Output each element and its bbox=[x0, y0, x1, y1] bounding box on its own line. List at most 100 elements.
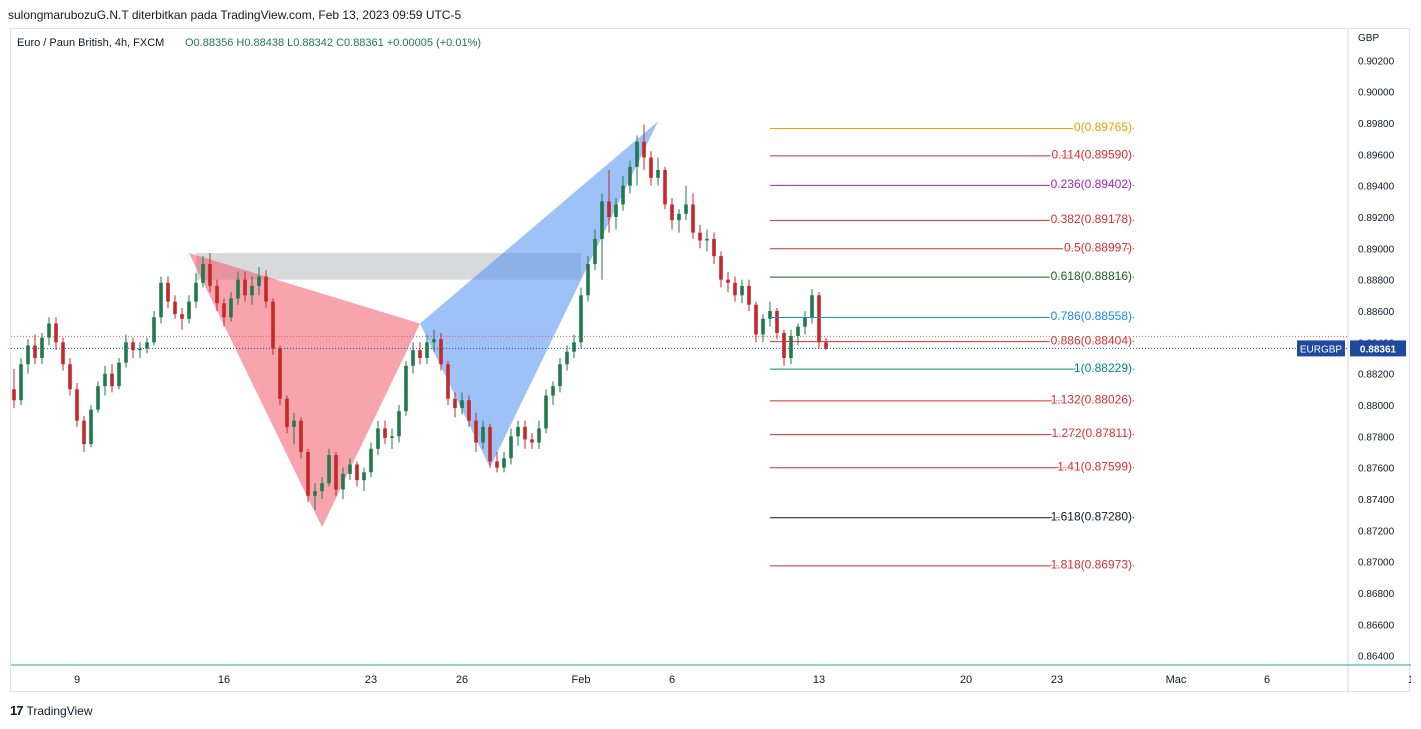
candle-body bbox=[754, 304, 758, 335]
candle-body bbox=[796, 326, 800, 337]
candle-body bbox=[628, 166, 632, 186]
last-price-tag-bg bbox=[1350, 340, 1406, 357]
candle-body bbox=[789, 336, 793, 358]
y-tick-label-18: 0.86600 bbox=[1358, 620, 1395, 631]
x-tick-label-7: 20 bbox=[960, 674, 972, 686]
candle-body bbox=[523, 426, 527, 440]
brand-label: TradingView bbox=[26, 703, 93, 718]
candle-body bbox=[68, 364, 72, 390]
y-tick-label-2: 0.89800 bbox=[1358, 119, 1395, 130]
candle-body bbox=[334, 455, 338, 490]
fib-level-label-1: 0.114(0.89590) bbox=[1051, 148, 1132, 162]
candle-body bbox=[467, 400, 471, 421]
candle-body bbox=[103, 373, 107, 387]
fib-level-label-2: 0.236(0.89402) bbox=[1051, 177, 1132, 191]
candle-body bbox=[390, 436, 394, 438]
symbol-label: Euro / Paun British, 4h, FXCM bbox=[17, 37, 164, 49]
candle-body bbox=[551, 386, 555, 396]
x-tick-label-6: 13 bbox=[813, 674, 825, 686]
x-tick-label-2: 23 bbox=[365, 674, 377, 686]
y-tick-label-4: 0.89400 bbox=[1358, 182, 1395, 193]
candle-body bbox=[19, 364, 23, 401]
candle-body bbox=[453, 398, 457, 409]
chart-frame[interactable]: Euro / Paun British, 4h, FXCM O0.88356 H0… bbox=[10, 28, 1411, 693]
x-tick-label-0: 9 bbox=[74, 674, 80, 686]
candle-body bbox=[558, 364, 562, 387]
candle-body bbox=[642, 141, 646, 158]
candle-body bbox=[47, 323, 51, 338]
candle-body bbox=[96, 386, 100, 410]
fib-level-label-6: 0.786(0.88558) bbox=[1051, 309, 1132, 323]
candle-body bbox=[474, 420, 478, 443]
candle-body bbox=[656, 169, 660, 178]
candle-body bbox=[299, 420, 303, 452]
candle-body bbox=[712, 238, 716, 257]
candle-body bbox=[544, 395, 548, 429]
candle-body bbox=[243, 279, 247, 296]
candle-body bbox=[54, 323, 58, 343]
fib-level-label-10: 1.272(0.87811) bbox=[1051, 426, 1132, 440]
candle-body bbox=[516, 426, 520, 437]
candle-body bbox=[257, 276, 261, 286]
candle-body bbox=[719, 256, 723, 280]
candle-body bbox=[761, 318, 765, 335]
candle-body bbox=[705, 238, 709, 241]
tradingview-logo-icon: 17 bbox=[10, 703, 24, 718]
x-tick-label-4: Feb bbox=[572, 674, 591, 686]
fib-level-label-13: 1.818(0.86973) bbox=[1051, 558, 1132, 572]
price-chart[interactable]: Euro / Paun British, 4h, FXCM O0.88356 H0… bbox=[11, 29, 1411, 693]
y-tick-label-1: 0.90000 bbox=[1358, 88, 1395, 99]
candle-body bbox=[600, 201, 604, 239]
candle-body bbox=[446, 364, 450, 399]
y-tick-label-6: 0.89000 bbox=[1358, 244, 1395, 255]
x-tick-label-8: 23 bbox=[1051, 674, 1063, 686]
y-tick-label-17: 0.86800 bbox=[1358, 589, 1395, 600]
candle-body bbox=[397, 411, 401, 437]
candle-body bbox=[621, 185, 625, 205]
candle-body bbox=[292, 420, 296, 427]
harmonic-red-triangle bbox=[189, 253, 420, 528]
x-tick-label-5: 6 bbox=[669, 674, 675, 686]
candle-body bbox=[145, 342, 149, 349]
fib-level-label-4: 0.5(0.88997) bbox=[1064, 240, 1132, 254]
candle-body bbox=[383, 428, 387, 438]
candle-body bbox=[376, 428, 380, 449]
candle-body bbox=[782, 332, 786, 358]
candle-body bbox=[61, 342, 65, 365]
candle-body bbox=[264, 276, 268, 302]
candle-body bbox=[271, 301, 275, 349]
candle-body bbox=[579, 295, 583, 343]
candle-body bbox=[593, 238, 597, 264]
y-tick-label-11: 0.88000 bbox=[1358, 401, 1395, 412]
candle-body bbox=[411, 350, 415, 366]
candle-body bbox=[152, 317, 156, 343]
candle-body bbox=[117, 362, 121, 387]
candle-body bbox=[418, 350, 422, 358]
x-tick-label-10: 6 bbox=[1264, 674, 1270, 686]
candle-body bbox=[663, 169, 667, 205]
candle-body bbox=[320, 483, 324, 492]
y-tick-label-7: 0.88800 bbox=[1358, 276, 1395, 287]
fib-level-label-8: 1(0.88229) bbox=[1074, 361, 1132, 375]
candle-body bbox=[348, 464, 352, 474]
candle-body bbox=[187, 301, 191, 319]
candle-body bbox=[747, 285, 751, 305]
y-tick-label-0: 0.90200 bbox=[1358, 56, 1395, 67]
candle-body bbox=[502, 458, 506, 468]
symbol-tag-bg bbox=[1297, 340, 1345, 357]
candle-body bbox=[768, 310, 772, 319]
candle-body bbox=[824, 342, 828, 349]
candle-body bbox=[733, 282, 737, 296]
y-tick-label-15: 0.87200 bbox=[1358, 526, 1395, 537]
candle-body bbox=[222, 303, 226, 318]
candle-body bbox=[460, 400, 464, 409]
y-tick-label-10: 0.88200 bbox=[1358, 370, 1395, 381]
candle-body bbox=[810, 295, 814, 318]
candle-body bbox=[586, 263, 590, 296]
candle-body bbox=[495, 461, 499, 468]
candle-body bbox=[278, 348, 282, 399]
y-tick-label-12: 0.87800 bbox=[1358, 432, 1395, 443]
last-price-label: 0.88361 bbox=[1360, 344, 1397, 355]
tradingview-footer[interactable]: 17 TradingView bbox=[10, 703, 93, 718]
y-tick-label-5: 0.89200 bbox=[1358, 213, 1395, 224]
